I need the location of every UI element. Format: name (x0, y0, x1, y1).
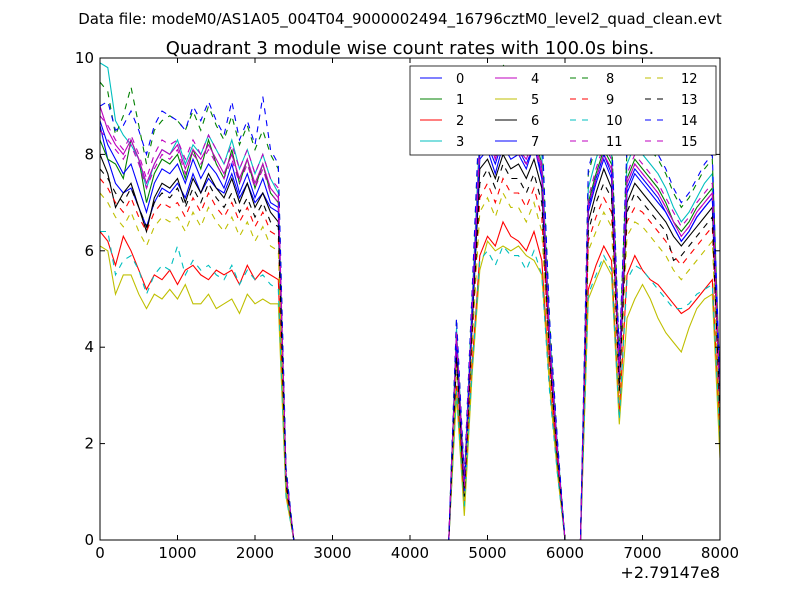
x-offset-label: +2.79147e8 (620, 563, 720, 582)
x-tick-label: 0 (95, 544, 105, 562)
series-line-9 (100, 177, 720, 540)
legend-label-6: 6 (531, 114, 539, 129)
data-file-header: Data file: modeM0/AS1A05_004T04_90000024… (78, 10, 722, 29)
y-tick-label: 10 (75, 49, 94, 67)
y-tick-label: 6 (84, 242, 94, 260)
x-tick-label: 8000 (701, 544, 739, 562)
y-tick-label: 4 (84, 338, 94, 356)
x-tick-label: 6000 (546, 544, 584, 562)
x-tick-label: 2000 (236, 544, 274, 562)
legend-label-1: 1 (456, 93, 464, 108)
x-tick-label: 4000 (391, 544, 429, 562)
series-line-6 (100, 152, 720, 540)
legend-label-11: 11 (606, 135, 623, 150)
series-line-12 (100, 191, 720, 540)
y-tick-label: 2 (84, 435, 94, 453)
legend-label-8: 8 (606, 72, 614, 87)
legend-label-7: 7 (531, 135, 539, 150)
legend-label-13: 13 (681, 93, 698, 108)
x-tick-label: 1000 (158, 544, 196, 562)
y-tick-label: 8 (84, 145, 94, 163)
legend-label-2: 2 (456, 114, 464, 129)
series-line-10 (100, 230, 720, 540)
series-line-5 (100, 240, 720, 540)
legend-label-15: 15 (681, 135, 698, 150)
y-tick-label: 0 (84, 531, 94, 549)
chart-title: Quadrant 3 module wise count rates with … (166, 38, 655, 59)
x-tick-label: 3000 (313, 544, 351, 562)
legend-label-10: 10 (606, 114, 623, 129)
series-line-15 (100, 115, 720, 540)
x-tick-label: 7000 (623, 544, 661, 562)
legend-label-4: 4 (531, 72, 539, 87)
legend-label-9: 9 (606, 93, 614, 108)
legend-label-0: 0 (456, 72, 464, 87)
legend-label-14: 14 (681, 114, 698, 129)
series-line-2 (100, 220, 720, 540)
legend-label-3: 3 (456, 135, 464, 150)
legend-label-5: 5 (531, 93, 539, 108)
x-tick-label: 5000 (468, 544, 506, 562)
x-axis: 0 1000 2000 3000 4000 5000 6000 7000 8000 (95, 58, 739, 562)
legend-label-12: 12 (681, 72, 698, 87)
series-line-13 (100, 162, 720, 540)
legend-box (409, 65, 717, 156)
